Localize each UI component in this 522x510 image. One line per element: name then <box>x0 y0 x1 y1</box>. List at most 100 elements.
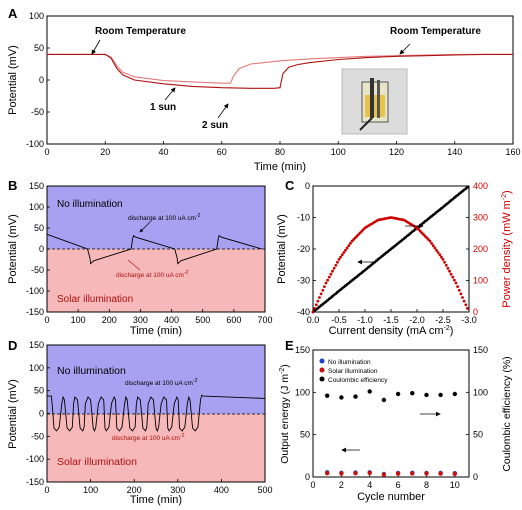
no-illumination-region-d <box>47 345 265 414</box>
y-tick-label: 50 <box>473 430 483 440</box>
series-point <box>452 471 457 476</box>
series-line <box>47 53 513 84</box>
x-tick-label: 0.0 <box>307 315 320 325</box>
series-point <box>339 471 344 476</box>
device-photo <box>341 68 408 135</box>
x-axis-label-d: Time (min) <box>130 494 182 506</box>
no-illumination-region-b <box>47 186 265 249</box>
series-point <box>417 228 420 231</box>
x-axis-label-e: Cycle number <box>357 491 425 503</box>
panel-letter-e: E <box>285 338 294 353</box>
y-tick-label: 0 <box>39 409 44 419</box>
y-axis-label-a: Potential (mV) <box>7 45 19 115</box>
x-tick-label: 0 <box>44 147 49 157</box>
x-tick-label: -0.5 <box>331 315 347 325</box>
series-point <box>381 397 387 403</box>
series-point <box>339 395 344 400</box>
series-point <box>451 275 455 279</box>
y-axis-label-left-c: Potential (mV) <box>276 214 288 284</box>
legend-label-coulombic-efficiency: Coulombic efficiency <box>328 377 388 384</box>
series-point <box>327 275 331 279</box>
solar-illumination-label-b: Solar illumination <box>57 294 133 305</box>
y-tick-label: 0 <box>39 75 44 85</box>
x-axis-label-b: Time (min) <box>130 325 182 337</box>
discharge-label-bottom-d: discharge at 100 uA cm-2 <box>112 433 185 442</box>
y-tick-label: 50 <box>34 223 44 233</box>
x-tick-label: 40 <box>158 147 168 157</box>
x-axis-label-a: Time (min) <box>254 161 306 173</box>
y-ticks-a: 100 50 0 -50 -100 <box>26 11 50 149</box>
panel-c: C 0.0 -0.5 -1.0 -1.5 -2.0 -2.5 -3.0 0 -10 -20 -30… <box>276 178 513 337</box>
y-ticks-right-c: 400 300 200 100 0 <box>466 181 488 317</box>
series-point <box>444 263 448 267</box>
y-tick-label: 0 <box>305 472 310 482</box>
y-tick-label: 0 <box>473 472 478 482</box>
discharge-label-top-d: discharge at 100 uA cm-2 <box>125 378 198 387</box>
y-axis-label-left-e: Output energy (J m-2) <box>279 364 291 464</box>
x-tick-label: 100 <box>71 315 86 325</box>
series-point <box>325 393 330 398</box>
x-tick-label: 500 <box>195 315 210 325</box>
series-lines-d <box>47 394 266 433</box>
series-point <box>334 263 338 267</box>
x-ticks-a: 0 20 40 60 80 100 120 140 160 <box>44 141 521 157</box>
x-tick-label: 4 <box>367 480 372 490</box>
y-ticks-b: 150 100 50 0 -50 -100 -150 <box>26 181 50 317</box>
y-tick-label: 100 <box>473 276 488 286</box>
y-tick-label: 50 <box>34 386 44 396</box>
x-tick-label: -1.0 <box>357 315 373 325</box>
series-point <box>435 248 438 252</box>
no-illumination-label-b: No illumination <box>57 199 123 210</box>
x-tick-label: 300 <box>170 485 185 495</box>
y-tick-label: 150 <box>29 181 44 191</box>
panel-letter-b: B <box>8 178 17 193</box>
x-tick-label: 160 <box>505 147 520 157</box>
y-tick-label: -50 <box>31 431 44 441</box>
panel-letter-d: D <box>8 338 17 353</box>
y-tick-label: 100 <box>29 363 44 373</box>
series-point <box>438 392 443 398</box>
series-line <box>46 233 263 265</box>
x-tick-label: 200 <box>127 485 142 495</box>
series-point <box>352 238 355 241</box>
series-point <box>349 242 352 245</box>
x-tick-label: 20 <box>100 147 110 157</box>
y-tick-label: -100 <box>26 454 44 464</box>
series-points-e <box>325 389 457 477</box>
series-point <box>449 272 453 276</box>
series-point <box>329 272 333 276</box>
series-point <box>454 281 458 285</box>
y-ticks-right-e: 150 100 50 0 <box>466 345 488 482</box>
series-point <box>410 391 415 396</box>
series-point <box>453 278 456 282</box>
series-point <box>446 266 450 270</box>
series-point <box>461 296 464 299</box>
arrow-discharge-top-b <box>139 221 151 233</box>
x-tick-label: -2.5 <box>435 315 451 325</box>
series-point <box>358 231 362 235</box>
series-point <box>319 292 323 296</box>
y-axis-label-right-c: Power density (mW m-2) <box>501 190 513 307</box>
legend-marker-coulombic-efficiency <box>319 376 325 382</box>
series-point <box>438 253 442 257</box>
series-point <box>326 278 329 282</box>
series-point <box>321 288 325 292</box>
y-tick-label: -40 <box>297 307 310 317</box>
series-point <box>441 258 445 261</box>
solar-illumination-region-b <box>47 249 265 312</box>
x-tick-label: -2.0 <box>409 315 425 325</box>
x-tick-label: 400 <box>164 315 179 325</box>
series-point <box>381 472 387 477</box>
series-point <box>466 307 469 310</box>
legend-e: No illumination Solar illumination Coulo… <box>319 358 388 384</box>
series-line <box>47 53 513 89</box>
y-tick-label: 100 <box>473 387 488 397</box>
series-point <box>395 471 401 476</box>
y-tick-label: -50 <box>31 265 44 275</box>
x-tick-label: 120 <box>389 147 404 157</box>
series-point <box>339 255 342 259</box>
x-tick-label: 100 <box>83 485 98 495</box>
series-lines-b <box>46 233 263 265</box>
panel-e: E 0 2 4 6 8 10 150 100 50 0 150 100 50 0 Cycle numb… <box>279 338 513 503</box>
y-tick-label: 100 <box>295 387 310 397</box>
